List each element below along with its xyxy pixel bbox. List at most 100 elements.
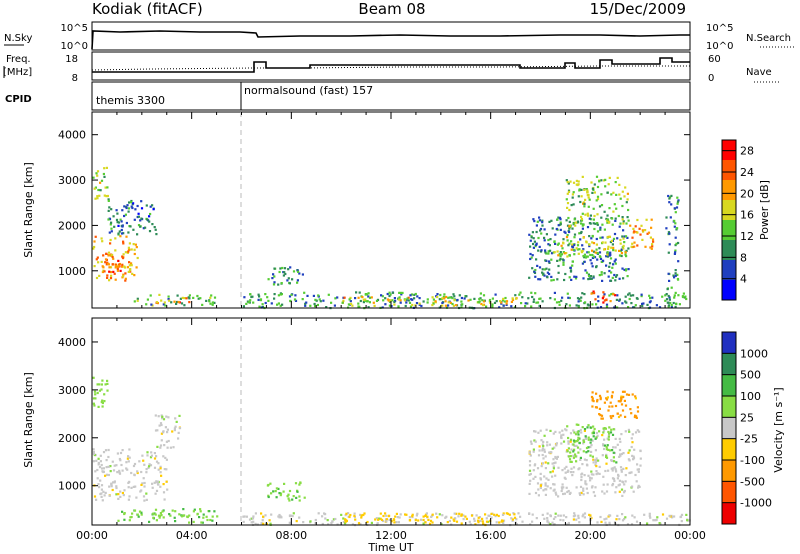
heatmap-cell xyxy=(213,510,216,513)
heatmap-cell xyxy=(655,518,658,521)
heatmap-cell xyxy=(106,389,109,392)
heatmap-cell xyxy=(606,253,609,256)
heatmap-cell xyxy=(545,428,548,431)
heatmap-cell xyxy=(594,406,598,409)
heatmap-cell xyxy=(608,269,611,273)
heatmap-cell xyxy=(519,515,522,518)
heatmap-cell xyxy=(565,219,568,222)
heatmap-cell xyxy=(105,466,108,469)
heatmap-cell xyxy=(488,300,491,303)
colorbar-segment xyxy=(722,260,736,280)
heatmap-cell xyxy=(586,191,589,194)
heatmap-cell xyxy=(257,293,260,296)
heatmap-cell xyxy=(553,298,556,301)
heatmap-cell xyxy=(477,516,480,519)
heatmap-cell xyxy=(398,296,401,299)
heatmap-cell xyxy=(137,212,140,215)
heatmap-cell xyxy=(585,463,589,466)
heatmap-cell xyxy=(119,235,122,238)
heatmap-cell xyxy=(610,246,613,249)
heatmap-cell xyxy=(473,297,476,300)
heatmap-cell xyxy=(589,277,592,280)
heatmap-cell xyxy=(594,437,597,440)
heatmap-cell xyxy=(93,240,96,243)
heatmap-cell xyxy=(129,516,132,519)
heatmap-cell xyxy=(580,218,583,221)
heatmap-cell xyxy=(257,298,260,301)
heatmap-cell xyxy=(532,477,535,480)
heatmap-cell xyxy=(615,470,618,473)
heatmap-cell xyxy=(597,295,600,298)
heatmap-cell xyxy=(123,205,126,208)
heatmap-cell xyxy=(567,216,570,220)
heatmap-cell xyxy=(650,226,653,229)
heatmap-cell xyxy=(681,295,685,299)
heatmap-cell xyxy=(612,237,616,240)
heatmap-cell xyxy=(576,248,579,251)
heatmap-cell xyxy=(305,301,308,304)
heatmap-cell xyxy=(554,491,557,494)
heatmap-cell xyxy=(583,253,586,256)
heatmap-cell xyxy=(616,176,619,179)
heatmap-cell xyxy=(539,472,542,475)
heatmap-cell xyxy=(546,276,549,279)
heatmap-cell xyxy=(457,515,460,518)
heatmap-cell xyxy=(531,295,534,299)
heatmap-cell xyxy=(418,297,421,300)
heatmap-cell xyxy=(129,270,132,273)
heatmap-cell xyxy=(359,513,362,516)
heatmap-cell xyxy=(530,256,533,259)
heatmap-cell xyxy=(133,473,136,476)
heatmap-cell xyxy=(548,268,551,271)
heatmap-cell xyxy=(585,451,588,454)
heatmap-cell xyxy=(148,220,151,223)
colorbar-tick-label: 100 xyxy=(740,390,761,403)
heatmap-cell xyxy=(639,233,642,236)
heatmap-cell xyxy=(601,297,604,300)
heatmap-cell xyxy=(669,301,672,305)
colorbar-segment xyxy=(722,200,736,220)
heatmap-cell xyxy=(668,296,671,299)
heatmap-cell xyxy=(395,521,398,524)
heatmap-cell xyxy=(619,454,622,457)
heatmap-cell xyxy=(616,412,619,415)
heatmap-cell xyxy=(614,181,617,184)
heatmap-cell xyxy=(561,469,564,472)
heatmap-cell xyxy=(556,259,559,262)
heatmap-cell xyxy=(684,295,687,298)
heatmap-cell xyxy=(617,214,620,218)
heatmap-cell xyxy=(270,513,273,516)
heatmap-cell xyxy=(465,517,468,520)
heatmap-cell xyxy=(556,455,559,458)
heatmap-cell xyxy=(116,267,119,270)
heatmap-cell xyxy=(393,303,396,306)
heatmap-cell xyxy=(613,260,616,263)
heatmap-cell xyxy=(635,416,638,419)
heatmap-cell xyxy=(122,242,125,245)
heatmap-cell xyxy=(130,515,133,519)
heatmap-cell xyxy=(608,207,611,210)
heatmap-cell xyxy=(128,456,131,459)
heatmap-cell xyxy=(158,293,161,296)
heatmap-cell xyxy=(324,517,327,520)
heatmap-cell xyxy=(116,212,119,215)
heatmap-cell xyxy=(128,480,131,483)
heatmap-cell xyxy=(118,263,121,266)
heatmap-cell xyxy=(183,304,186,307)
heatmap-cell xyxy=(303,291,306,294)
heatmap-cell xyxy=(359,299,362,303)
heatmap-cell xyxy=(331,520,334,523)
heatmap-cell xyxy=(602,259,605,262)
heatmap-cell xyxy=(127,249,131,252)
heatmap-cell xyxy=(291,278,294,281)
heatmap-cell xyxy=(398,291,401,294)
heatmap-cell xyxy=(146,454,149,457)
heatmap-cell xyxy=(270,492,273,495)
heatmap-cell xyxy=(151,486,154,489)
heatmap-cell xyxy=(651,243,654,246)
heatmap-cell xyxy=(568,225,571,228)
heatmap-cell xyxy=(313,302,316,306)
heatmap-cell xyxy=(577,451,580,454)
heatmap-cell xyxy=(154,429,158,432)
heatmap-cell xyxy=(554,242,557,245)
